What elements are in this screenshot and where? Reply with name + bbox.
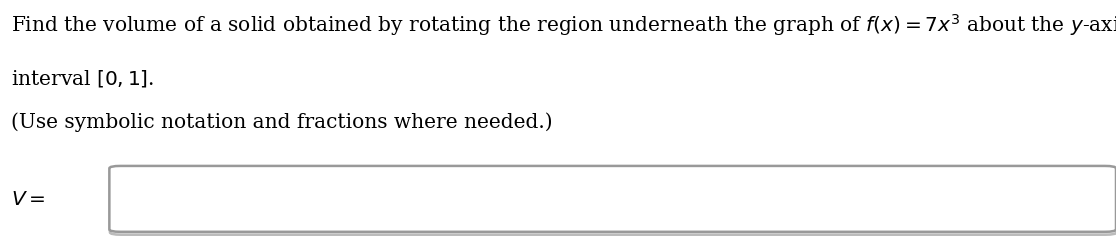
Text: (Use symbolic notation and fractions where needed.): (Use symbolic notation and fractions whe… <box>11 112 552 132</box>
Text: $V =$: $V =$ <box>11 190 46 209</box>
Text: interval $[0, 1]$.: interval $[0, 1]$. <box>11 68 154 89</box>
Text: Find the volume of a solid obtained by rotating the region underneath the graph : Find the volume of a solid obtained by r… <box>11 12 1116 38</box>
